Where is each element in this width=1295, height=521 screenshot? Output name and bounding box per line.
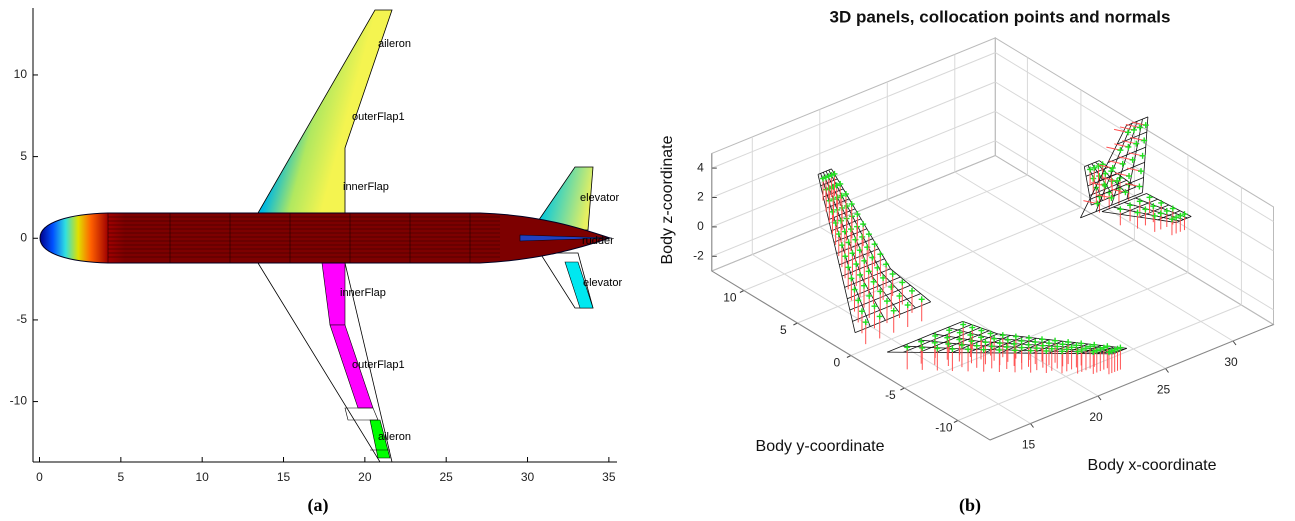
wing-mesh — [963, 321, 1127, 348]
x-tick — [1031, 424, 1034, 428]
x-tick — [1166, 369, 1169, 373]
annotation: aileron — [378, 431, 411, 443]
y-tick-label: 0 — [20, 230, 27, 244]
x-tick — [1233, 341, 1236, 345]
chart-title: 3D panels, collocation points and normal… — [829, 7, 1170, 26]
annotation: innerFlap — [340, 287, 386, 299]
x-axis-label: Body x-coordinate — [1088, 457, 1217, 474]
y-tick-label: -5 — [16, 312, 27, 326]
grid-line — [958, 305, 1242, 421]
grid-line — [712, 53, 996, 169]
panel-b: 3D panels, collocation points and normal… — [659, 7, 1273, 516]
y-tick — [954, 421, 958, 423]
x-tick-label: 0 — [36, 470, 43, 484]
annotation: outerFlap1 — [352, 111, 405, 123]
y-tick — [847, 356, 851, 358]
z-axis-label: Body z-coordinate — [659, 135, 676, 264]
x-tick — [1098, 396, 1101, 400]
annotation: aileron — [378, 38, 411, 50]
x-tick-label: 25 — [440, 470, 454, 484]
z-tick-label: -2 — [693, 248, 704, 262]
panel-a: (a) 0 5 10 15 20 25 30 35 -10 -5 0 5 10 aileron outerF… — [10, 8, 623, 516]
x-tick-label: 15 — [1022, 438, 1036, 452]
x-tick-label: 25 — [1157, 383, 1171, 397]
x-tick-label: 30 — [1224, 355, 1238, 369]
figure: (a) 05101520253035-10-50510aileronouterF… — [0, 0, 1295, 521]
annotation: rudder — [582, 235, 614, 247]
y-tick-label: 10 — [723, 291, 737, 305]
y-tick-label: -5 — [885, 388, 896, 402]
back-wall — [712, 38, 996, 271]
y-tick-label: -10 — [10, 394, 28, 408]
x-tick-label: 5 — [118, 470, 125, 484]
caption: (a) — [308, 495, 329, 516]
y-axis-label: Body y-coordinate — [756, 438, 885, 455]
y-tick — [900, 388, 904, 390]
annotation: elevator — [583, 277, 622, 289]
y-tick-label: -10 — [935, 421, 953, 435]
x-tick-label: 20 — [358, 470, 372, 484]
y-tick-label: 5 — [20, 149, 27, 163]
z-tick-label: 0 — [697, 219, 704, 233]
z-tick-label: 4 — [697, 160, 704, 174]
y-tick — [793, 323, 797, 325]
grid-line — [797, 208, 1081, 324]
x-tick-label: 15 — [277, 470, 291, 484]
grid-line — [712, 82, 996, 198]
z-tick-label: 2 — [697, 190, 704, 204]
y-tick — [740, 291, 744, 293]
x-tick-label: 35 — [602, 470, 616, 484]
annotation: elevator — [580, 192, 619, 204]
x-tick-label: 20 — [1089, 410, 1103, 424]
x-tick-label: 30 — [521, 470, 535, 484]
y-tick-label: 0 — [834, 356, 841, 370]
y-tick-label: 5 — [780, 323, 787, 337]
annotation: outerFlap1 — [352, 359, 405, 371]
caption: (b) — [959, 495, 981, 516]
y-tick-label: 10 — [14, 67, 28, 81]
x-tick-label: 10 — [196, 470, 210, 484]
annotation: innerFlap — [343, 181, 389, 193]
